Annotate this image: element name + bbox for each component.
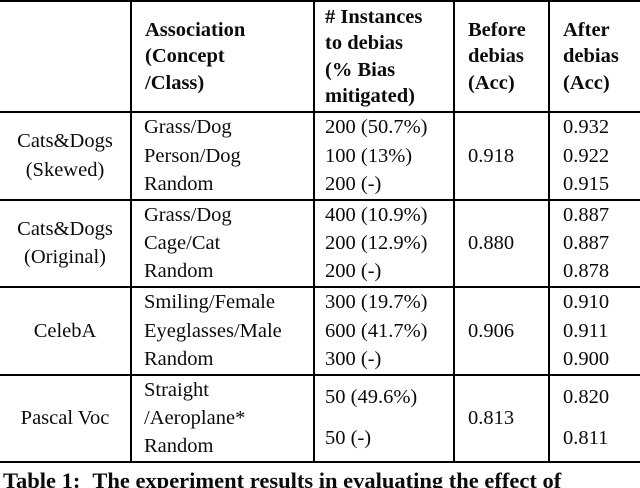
dataset-label: Pascal Voc — [20, 407, 110, 430]
table-row-pascal-voc: Pascal Voc Straight /Aeroplane* Random 5… — [0, 375, 640, 462]
before-debias-cell: 0.906 — [453, 288, 548, 374]
after-debias-cell: 0.820 0.811 — [548, 375, 640, 461]
caption-text: The experiment results in evaluating the… — [92, 468, 562, 488]
header-before-label: Before debias (Acc) — [468, 18, 526, 94]
header-cell-association: Association (Concept /Class) — [130, 2, 313, 111]
association-values: Grass/Dog Person/Dog Random — [144, 116, 241, 195]
table-row-celeba: CelebA Smiling/Female Eyeglasses/Male Ra… — [0, 288, 640, 376]
dataset-label: CelebA — [33, 319, 97, 342]
caption-label: Table 1: — [3, 468, 81, 488]
association-cell: Grass/Dog Person/Dog Random — [130, 113, 313, 199]
dataset-cell: Pascal Voc — [0, 376, 130, 462]
before-debias-value: 0.813 — [468, 407, 515, 430]
after-debias-values: 0.887 0.887 0.878 — [563, 203, 610, 283]
instances-cell: 200 (50.7%) 100 (13%) 200 (-) — [313, 113, 453, 199]
header-after-label: After debias (Acc) — [563, 18, 619, 94]
before-debias-cell: 0.813 — [453, 375, 548, 461]
after-debias-cell: 0.910 0.911 0.900 — [548, 288, 640, 374]
instances-cell: 50 (49.6%) 50 (-) — [313, 375, 453, 461]
table-row-cats-dogs-skewed: Cats&Dogs (Skewed) Grass/Dog Person/Dog … — [0, 113, 640, 201]
instances-values: 200 (50.7%) 100 (13%) 200 (-) — [325, 116, 428, 195]
header-cell-dataset — [0, 2, 130, 111]
table-row-cats-dogs-original: Cats&Dogs (Original) Grass/Dog Cage/Cat … — [0, 200, 640, 288]
association-values: Smiling/Female Eyeglasses/Male Random — [144, 291, 282, 370]
after-debias-values: 0.932 0.922 0.915 — [563, 116, 610, 195]
header-cell-before-debias: Before debias (Acc) — [453, 2, 548, 111]
dataset-cell: Cats&Dogs (Skewed) — [0, 113, 130, 199]
header-cell-after-debias: After debias (Acc) — [548, 2, 640, 111]
before-debias-cell: 0.918 — [453, 113, 548, 199]
association-cell: Grass/Dog Cage/Cat Random — [130, 200, 313, 286]
instances-values: 400 (10.9%) 200 (12.9%) 200 (-) — [325, 203, 428, 283]
before-debias-cell: 0.880 — [453, 200, 548, 286]
dataset-label: Cats&Dogs (Original) — [17, 217, 113, 269]
instances-values: 300 (19.7%) 600 (41.7%) 300 (-) — [325, 291, 428, 370]
dataset-cell: Cats&Dogs (Original) — [0, 201, 130, 287]
instances-cell: 300 (19.7%) 600 (41.7%) 300 (-) — [313, 288, 453, 374]
header-association-label: Association (Concept /Class) — [145, 18, 246, 94]
table-header-row: Association (Concept /Class) # Instances… — [0, 2, 640, 113]
association-values: Grass/Dog Cage/Cat Random — [144, 203, 232, 283]
association-cell: Smiling/Female Eyeglasses/Male Random — [130, 288, 313, 374]
instances-cell: 400 (10.9%) 200 (12.9%) 200 (-) — [313, 200, 453, 286]
header-instances-label: # Instances to debias (% Bias mitigated) — [325, 5, 423, 108]
dataset-cell: CelebA — [0, 288, 130, 374]
before-debias-value: 0.906 — [468, 319, 515, 342]
association-cell: Straight /Aeroplane* Random — [130, 375, 313, 461]
instances-values: 50 (49.6%) 50 (-) — [325, 386, 418, 450]
header-cell-instances: # Instances to debias (% Bias mitigated) — [313, 2, 453, 111]
dataset-label: Cats&Dogs (Skewed) — [17, 130, 113, 181]
results-table: Association (Concept /Class) # Instances… — [0, 0, 640, 463]
before-debias-value: 0.880 — [468, 232, 515, 255]
association-values: Straight /Aeroplane* Random — [144, 378, 246, 458]
before-debias-value: 0.918 — [468, 144, 515, 167]
after-debias-values: 0.910 0.911 0.900 — [563, 291, 610, 370]
after-debias-values: 0.820 0.811 — [563, 386, 610, 450]
after-debias-cell: 0.887 0.887 0.878 — [548, 200, 640, 286]
after-debias-cell: 0.932 0.922 0.915 — [548, 113, 640, 199]
table-caption: Table 1: The experiment results in evalua… — [0, 468, 640, 488]
